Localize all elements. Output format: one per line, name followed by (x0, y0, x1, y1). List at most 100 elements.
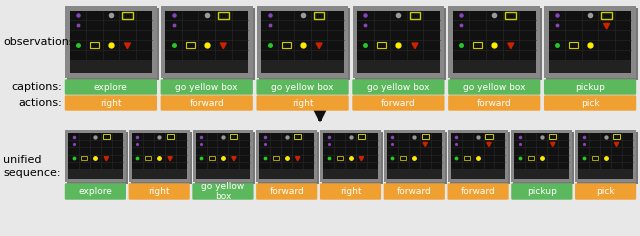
Bar (548, 59, 632, 73)
Bar (323, 169, 378, 179)
Bar (314, 12, 324, 19)
Text: right: right (292, 98, 314, 108)
FancyBboxPatch shape (129, 183, 189, 200)
Bar (357, 11, 440, 59)
Polygon shape (412, 43, 418, 49)
Bar (273, 156, 279, 160)
Bar (122, 12, 133, 19)
Text: go yellow box: go yellow box (175, 83, 238, 92)
Polygon shape (550, 142, 555, 147)
FancyBboxPatch shape (511, 183, 572, 200)
Bar (259, 132, 319, 184)
Text: explore: explore (94, 83, 128, 92)
FancyBboxPatch shape (193, 183, 253, 200)
Bar (131, 132, 191, 184)
Text: go yellow
box: go yellow box (202, 182, 244, 201)
Bar (422, 134, 429, 139)
FancyBboxPatch shape (65, 79, 157, 95)
Bar (257, 130, 317, 182)
Polygon shape (124, 43, 131, 49)
Bar (378, 42, 387, 48)
Bar (257, 6, 349, 78)
Polygon shape (614, 142, 619, 147)
FancyBboxPatch shape (575, 183, 636, 200)
Text: explore: explore (79, 187, 113, 196)
Bar (70, 11, 152, 59)
Bar (513, 132, 574, 184)
Bar (511, 130, 572, 182)
Bar (453, 59, 536, 73)
FancyBboxPatch shape (384, 183, 445, 200)
FancyBboxPatch shape (544, 79, 636, 95)
Polygon shape (220, 43, 227, 49)
Bar (451, 133, 506, 169)
Bar (577, 132, 638, 184)
FancyBboxPatch shape (544, 95, 636, 111)
Bar (515, 169, 569, 179)
Bar (387, 133, 442, 169)
Bar (261, 59, 344, 73)
FancyBboxPatch shape (256, 183, 317, 200)
FancyBboxPatch shape (161, 95, 253, 111)
Text: forward: forward (477, 98, 511, 108)
Bar (90, 42, 99, 48)
Text: pick: pick (580, 98, 600, 108)
Bar (163, 8, 255, 80)
Polygon shape (232, 157, 236, 161)
FancyBboxPatch shape (161, 79, 253, 95)
Bar (579, 133, 633, 169)
Bar (410, 12, 420, 19)
Polygon shape (487, 142, 491, 147)
Bar (486, 134, 493, 139)
Bar (322, 132, 383, 184)
Bar (145, 156, 151, 160)
Text: pickup: pickup (527, 187, 557, 196)
FancyBboxPatch shape (448, 95, 540, 111)
Text: forward: forward (397, 187, 431, 196)
Text: right: right (340, 187, 361, 196)
Bar (447, 130, 508, 182)
Bar (387, 169, 442, 179)
Text: forward: forward (189, 98, 224, 108)
Text: go yellow box: go yellow box (463, 83, 525, 92)
Bar (165, 11, 248, 59)
Bar (67, 132, 128, 184)
Bar (575, 130, 636, 182)
Bar (282, 42, 291, 48)
FancyBboxPatch shape (448, 79, 540, 95)
Bar (196, 169, 250, 179)
FancyBboxPatch shape (447, 183, 509, 200)
Polygon shape (168, 157, 172, 161)
Text: go yellow box: go yellow box (271, 83, 334, 92)
Text: pick: pick (596, 187, 615, 196)
Bar (65, 6, 157, 78)
Text: forward: forward (461, 187, 495, 196)
Bar (165, 59, 248, 73)
Bar (548, 11, 632, 59)
Bar (186, 42, 195, 48)
Polygon shape (604, 23, 609, 29)
Bar (81, 156, 88, 160)
Bar (515, 133, 569, 169)
Bar (384, 130, 445, 182)
Bar (132, 169, 186, 179)
Polygon shape (359, 157, 364, 161)
Bar (337, 156, 342, 160)
Polygon shape (316, 43, 322, 49)
Bar (161, 6, 253, 78)
Bar (218, 12, 228, 19)
FancyBboxPatch shape (257, 95, 349, 111)
Bar (569, 42, 578, 48)
Polygon shape (423, 142, 428, 147)
Polygon shape (296, 157, 300, 161)
Bar (68, 133, 123, 169)
Bar (544, 6, 636, 78)
Text: captions:: captions: (12, 82, 62, 92)
FancyBboxPatch shape (352, 95, 445, 111)
Bar (209, 156, 215, 160)
Bar (67, 8, 159, 80)
Bar (132, 133, 186, 169)
Bar (323, 133, 378, 169)
Bar (196, 133, 250, 169)
Text: unified
sequence:: unified sequence: (3, 155, 61, 178)
